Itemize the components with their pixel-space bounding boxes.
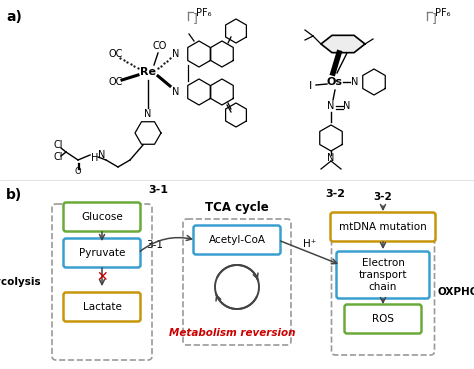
Text: OXPHOS: OXPHOS [438,287,474,297]
Text: O: O [75,168,82,176]
Text: OC: OC [109,77,123,87]
FancyBboxPatch shape [64,238,140,268]
Text: Lactate: Lactate [82,302,121,312]
Text: TCA cycle: TCA cycle [205,200,269,214]
Text: Acetyl-CoA: Acetyl-CoA [209,235,265,245]
Text: 3-1: 3-1 [148,185,168,195]
Text: ✕: ✕ [96,270,108,284]
Text: N: N [328,101,335,111]
Text: PF₆: PF₆ [435,8,450,18]
FancyBboxPatch shape [64,203,140,231]
Text: 3-1: 3-1 [146,240,164,250]
Text: Electron
transport
chain: Electron transport chain [359,258,407,292]
Text: Glycolysis: Glycolysis [0,277,41,287]
Text: ]: ] [193,12,198,25]
FancyBboxPatch shape [330,213,436,241]
Text: H⁺: H⁺ [303,239,316,249]
Text: N: N [173,49,180,59]
Text: N: N [173,87,180,97]
Text: N: N [98,150,106,160]
Text: H: H [91,153,99,163]
Text: N: N [343,101,351,111]
Text: ]: ] [432,12,437,25]
Text: N: N [351,77,359,87]
Text: N: N [144,109,152,119]
Text: ROS: ROS [372,314,394,324]
Text: mtDNA mutation: mtDNA mutation [339,222,427,232]
Text: Re: Re [140,67,156,77]
Text: Cl: Cl [53,140,63,150]
Text: OC: OC [109,49,123,59]
Text: CO: CO [153,41,167,51]
FancyBboxPatch shape [345,304,421,334]
FancyBboxPatch shape [337,252,429,299]
Text: PF₆: PF₆ [196,8,211,18]
Text: Metabolism reversion: Metabolism reversion [169,328,295,338]
Text: 3-2: 3-2 [325,189,345,199]
FancyBboxPatch shape [64,293,140,321]
Text: N: N [328,153,335,163]
Text: I: I [310,81,313,91]
Polygon shape [321,35,365,53]
Text: Os: Os [327,77,343,87]
FancyBboxPatch shape [193,225,281,255]
Text: b): b) [6,188,22,202]
Text: Cl: Cl [53,152,63,162]
Text: Glucose: Glucose [81,212,123,222]
Text: Pyruvate: Pyruvate [79,248,125,258]
Text: a): a) [6,10,22,24]
Text: 3-2: 3-2 [374,192,392,202]
